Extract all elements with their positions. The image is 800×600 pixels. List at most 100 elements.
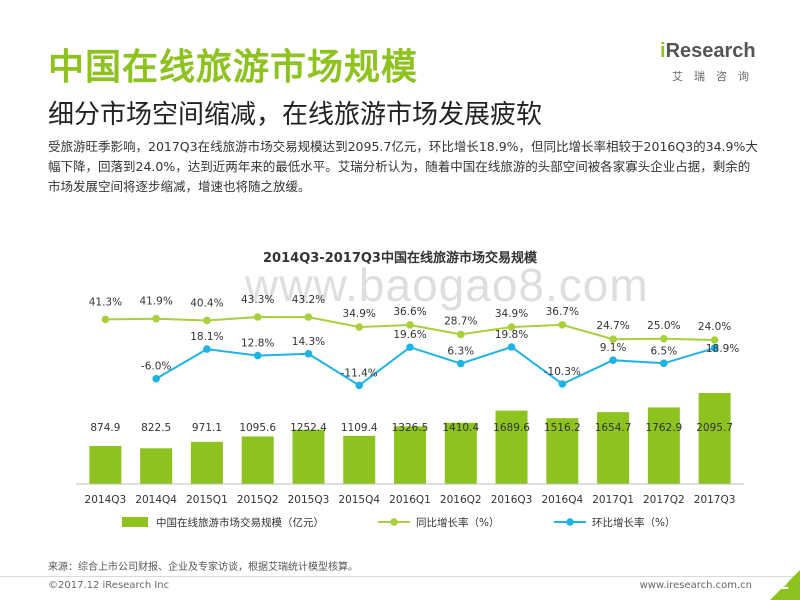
qoq-label-2017Q3: 18.9% (706, 343, 739, 355)
bar-label-2017Q1: 1654.7 (595, 422, 632, 434)
bar-label-2014Q3: 874.9 (90, 422, 120, 434)
bar-label-2015Q2: 1095.6 (239, 422, 276, 434)
yoy-label-2017Q3: 24.0% (698, 321, 731, 333)
yoy-point-2015Q2 (253, 313, 262, 321)
qoq-label-2016Q4: -10.3% (544, 366, 581, 378)
tick-label-2016Q1: 2016Q1 (389, 494, 431, 506)
qoq-point-2016Q3 (507, 343, 516, 351)
yoy-label-2016Q2: 28.7% (444, 315, 477, 327)
yoy-label-2016Q3: 34.9% (495, 308, 528, 320)
bar-2016Q2 (444, 422, 477, 484)
legend-label-bar: 中国在线旅游市场交易规模（亿元） (156, 516, 324, 529)
page-title: 中国在线旅游市场规模 (48, 47, 419, 88)
bar-label-2017Q2: 1762.9 (645, 422, 682, 434)
summary-paragraph: 受旅游旺季影响，2017Q3在线旅游市场交易规模达到2095.7亿元，环比增长1… (48, 139, 758, 194)
qoq-point-2017Q2 (660, 359, 668, 368)
yoy-point-2014Q3 (101, 315, 110, 324)
copyright: ©2017.12 iResearch Inc (48, 580, 170, 591)
qoq-label-2016Q1: 19.6% (393, 329, 426, 341)
qoq-point-2014Q4 (152, 374, 160, 383)
yoy-label-2015Q4: 34.9% (343, 308, 376, 320)
qoq-label-2016Q3: 19.8% (495, 329, 528, 341)
logo-chinese-name: 艾瑞咨询 (672, 70, 760, 83)
bar-2014Q3 (89, 446, 122, 484)
logo-wordmark: Research (665, 40, 756, 62)
bar-2016Q1 (394, 426, 426, 484)
tick-label-2017Q3: 2017Q3 (694, 494, 736, 506)
yoy-label-2015Q1: 40.4% (190, 297, 223, 309)
bar-2017Q1 (597, 412, 630, 484)
page-number-tab (770, 570, 800, 600)
source-note: 来源：综合上市公司财报、企业及专家访谈，根据艾瑞统计模型核算。 (48, 562, 358, 573)
watermark: www.baogao8.com (245, 259, 649, 311)
yoy-point-2016Q3 (507, 323, 516, 331)
bar-2015Q3 (292, 429, 325, 484)
tick-label-2016Q3: 2016Q3 (491, 494, 533, 506)
bar-2017Q2 (647, 407, 680, 484)
tick-label-2015Q3: 2015Q3 (288, 494, 330, 506)
yoy-label-2014Q4: 41.9% (139, 296, 172, 308)
bar-label-2016Q2: 1410.4 (442, 422, 479, 434)
legend-swatch-bar (122, 517, 148, 527)
iresearch-logo: iResearch 艾瑞咨询 (660, 40, 772, 90)
qoq-point-2015Q3 (304, 349, 313, 358)
website-link[interactable]: www.iresearch.com.cn (639, 580, 752, 591)
bar-2015Q2 (241, 436, 274, 484)
qoq-point-2016Q1 (406, 343, 414, 352)
legend-swatch-qoq-dot (566, 518, 574, 526)
yoy-point-2017Q2 (660, 335, 668, 343)
yoy-point-2016Q4 (558, 321, 567, 329)
bar-2016Q4 (546, 418, 579, 484)
qoq-point-2016Q2 (456, 359, 465, 368)
qoq-label-2015Q2: 12.8% (241, 338, 274, 350)
qoq-point-2017Q1 (609, 356, 617, 364)
bar-label-2016Q4: 1516.2 (544, 422, 581, 434)
page-number: 2 (779, 575, 790, 593)
bar-label-2014Q4: 822.5 (141, 422, 171, 434)
qoq-series-line (155, 345, 715, 387)
bar-2015Q1 (190, 441, 223, 484)
qoq-point-2016Q4 (558, 380, 567, 388)
legend-label-yoy: 同比增长率（%） (416, 516, 499, 529)
bar-2017Q3 (698, 393, 731, 484)
page-subtitle: 细分市场空间缩减，在线旅游市场发展疲软 (48, 100, 543, 130)
yoy-label-2017Q2: 25.0% (647, 320, 680, 332)
yoy-point-2016Q2 (456, 330, 465, 339)
yoy-point-2017Q3 (710, 336, 719, 344)
yoy-point-2015Q3 (304, 313, 313, 321)
yoy-label-2015Q2: 43.3% (241, 294, 274, 306)
qoq-label-2015Q4: -11.4% (341, 367, 378, 379)
yoy-label-2016Q4: 36.7% (546, 306, 579, 318)
legend-swatch-yoy-dot (390, 518, 398, 526)
yoy-label-2014Q3: 41.3% (89, 296, 122, 308)
qoq-label-2017Q2: 6.5% (651, 345, 678, 357)
yoy-label-2015Q3: 43.2% (292, 294, 325, 306)
tick-label-2015Q2: 2015Q2 (237, 494, 279, 506)
qoq-point-2017Q3 (710, 344, 719, 352)
tick-label-2017Q1: 2017Q1 (592, 494, 634, 506)
qoq-point-2015Q4 (355, 381, 364, 390)
bar-label-2015Q4: 1109.4 (341, 422, 378, 434)
tick-label-2016Q2: 2016Q2 (440, 494, 482, 506)
qoq-point-2015Q1 (203, 345, 211, 353)
bar-2016Q3 (495, 410, 528, 484)
footer-divider (0, 576, 800, 577)
bar-label-2015Q1: 971.1 (192, 422, 222, 434)
qoq-label-2017Q1: 9.1% (600, 342, 627, 354)
qoq-label-2016Q2: 6.3% (447, 346, 474, 358)
tick-label-2014Q3: 2014Q3 (85, 494, 127, 506)
bar-label-2016Q1: 1326.5 (392, 422, 429, 434)
yoy-point-2015Q1 (203, 316, 211, 325)
tick-label-2015Q1: 2015Q1 (186, 494, 228, 506)
qoq-label-2014Q4: -6.0% (141, 361, 171, 373)
yoy-point-2015Q4 (355, 323, 364, 331)
tick-label-2015Q4: 2015Q4 (338, 494, 380, 506)
yoy-point-2017Q1 (609, 335, 617, 343)
bar-label-2017Q3: 2095.7 (696, 422, 733, 434)
bar-2015Q4 (343, 435, 376, 484)
bar-label-2016Q3: 1689.6 (493, 422, 530, 434)
yoy-label-2017Q1: 24.7% (596, 320, 629, 332)
qoq-label-2015Q3: 14.3% (292, 336, 325, 348)
bar-label-2015Q3: 1252.4 (290, 422, 327, 434)
